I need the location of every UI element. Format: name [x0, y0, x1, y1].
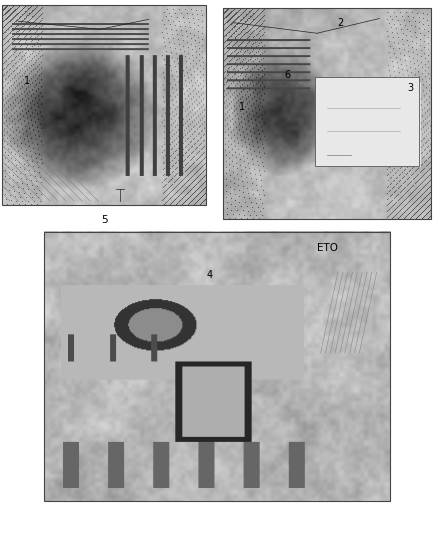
- Bar: [315, 77, 419, 166]
- Text: ETO: ETO: [317, 243, 338, 253]
- Bar: [44, 232, 390, 501]
- Bar: [223, 8, 431, 219]
- Bar: [2, 5, 206, 205]
- Text: 6: 6: [285, 70, 291, 80]
- Text: 1: 1: [239, 102, 245, 112]
- Text: 5: 5: [101, 215, 107, 225]
- Text: 2: 2: [337, 18, 343, 28]
- Text: 1: 1: [24, 76, 30, 86]
- Text: 4: 4: [207, 270, 213, 280]
- Text: 3: 3: [408, 83, 413, 93]
